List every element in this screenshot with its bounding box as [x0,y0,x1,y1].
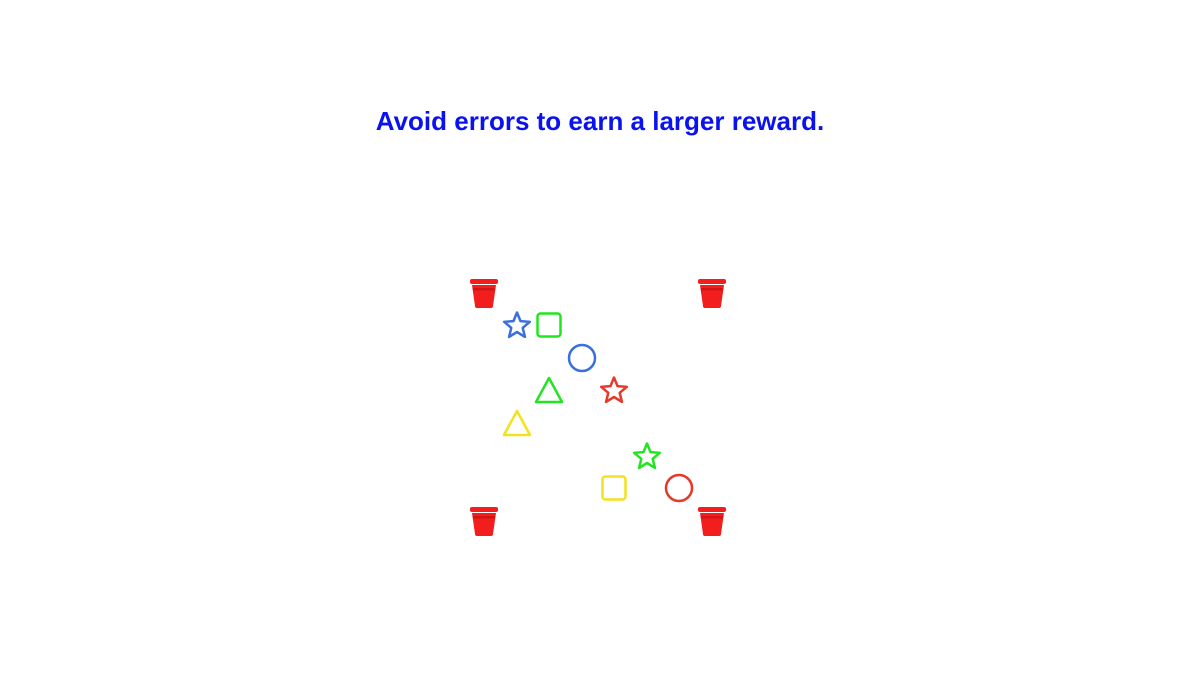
blue-star-icon [502,311,532,339]
green-triangle-icon [534,376,564,404]
green-triangle-piece[interactable] [532,373,566,407]
green-star-icon [632,442,662,470]
red-cup-icon [470,279,498,308]
instruction-text: Avoid errors to earn a larger reward. [375,106,825,136]
red-cup-icon [698,507,726,536]
blue-circle-icon [567,343,597,373]
green-square-icon [536,312,562,338]
yellow-square-icon [601,475,627,501]
blue-circle-piece[interactable] [565,341,599,375]
cup-bottom-right[interactable] [697,505,727,537]
cup-top-left[interactable] [469,277,499,309]
yellow-triangle-piece[interactable] [500,406,534,440]
blue-star-piece[interactable] [500,308,534,342]
cup-top-right[interactable] [697,277,727,309]
yellow-triangle-icon [502,409,532,437]
yellow-square-piece[interactable] [597,471,631,505]
green-square-piece[interactable] [532,308,566,342]
red-cup-icon [698,279,726,308]
red-cup-icon [470,507,498,536]
red-circle-icon [664,473,694,503]
green-star-piece[interactable] [630,439,664,473]
red-star-icon [599,376,629,404]
red-star-piece[interactable] [597,373,631,407]
red-circle-piece[interactable] [662,471,696,505]
cup-bottom-left[interactable] [469,505,499,537]
